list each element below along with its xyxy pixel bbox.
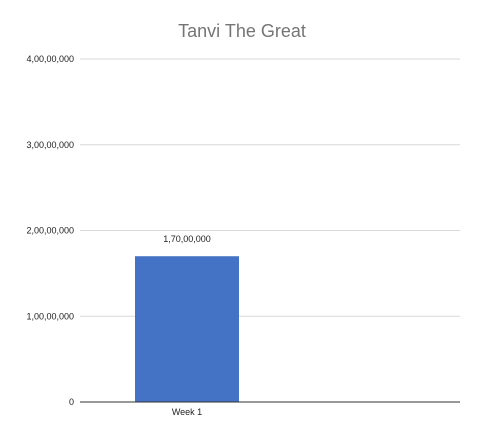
chart-title: Tanvi The Great	[178, 21, 306, 41]
bars: 1,70,00,000	[135, 234, 239, 402]
x-tick-label: Week 1	[172, 407, 202, 417]
y-axis-ticks: 0 1,00,00,000 2,00,00,000 3,00,00,000 4,00,0…	[26, 54, 74, 407]
bar	[135, 256, 239, 402]
y-tick-label: 2,00,00,000	[26, 226, 74, 236]
y-tick-label: 4,00,00,000	[26, 54, 74, 64]
y-tick-label: 1,00,00,000	[26, 311, 74, 321]
x-axis-ticks: Week 1	[172, 407, 202, 417]
y-tick-label: 0	[69, 397, 74, 407]
bar-data-label: 1,70,00,000	[163, 234, 211, 244]
gridlines	[80, 58, 460, 317]
y-tick-label: 3,00,00,000	[26, 140, 74, 150]
